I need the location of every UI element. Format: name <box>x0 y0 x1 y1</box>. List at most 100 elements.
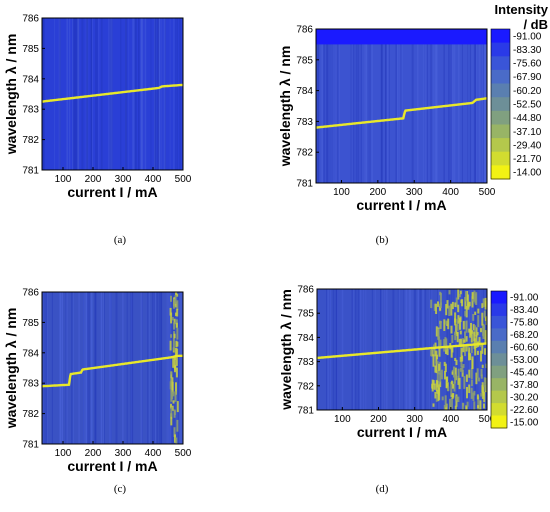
heatmap-stripe <box>173 18 175 170</box>
heatmap-stripe <box>90 18 93 170</box>
colorbar-tick-label: -45.40 <box>510 368 539 379</box>
y-tick-label: 784 <box>296 86 313 97</box>
colorbar-swatch <box>491 378 507 392</box>
noise-speck <box>447 318 450 330</box>
noise-speck <box>447 386 450 392</box>
heatmap-stripe <box>384 289 385 410</box>
heatmap-stripe <box>140 18 143 170</box>
noise-speck <box>439 302 442 308</box>
noise-speck <box>464 345 466 357</box>
heatmap-stripe <box>134 18 136 170</box>
heatmap-stripe <box>141 292 143 444</box>
heatmap-stripe <box>329 29 331 183</box>
y-tick-label: 784 <box>22 348 39 359</box>
heatmap-stripe <box>467 29 469 183</box>
heatmap-stripe <box>433 29 435 183</box>
noise-speck <box>475 335 478 348</box>
heatmap-stripe <box>42 18 44 170</box>
noise-speck <box>176 341 179 347</box>
heatmap-stripe <box>484 29 486 183</box>
heatmap-stripe <box>359 289 362 410</box>
y-tick-label: 783 <box>22 105 39 116</box>
heatmap-stripe <box>380 289 382 410</box>
heatmap-stripe <box>135 18 137 170</box>
heatmap-stripe <box>132 18 134 170</box>
colorbar-swatch <box>491 390 507 404</box>
y-tick-label: 781 <box>22 166 39 177</box>
panel-caption: (c) <box>114 483 127 495</box>
heatmap-stripe <box>72 18 74 170</box>
heatmap-top-band <box>316 29 487 45</box>
noise-speck <box>169 340 172 351</box>
noise-speck <box>484 297 487 310</box>
heatmap-stripe <box>397 289 399 410</box>
noise-speck <box>463 376 466 389</box>
noise-speck <box>454 318 457 323</box>
heatmap-stripe <box>357 29 360 183</box>
y-tick-label: 786 <box>296 25 313 36</box>
noise-speck <box>444 395 447 408</box>
noise-speck <box>171 405 174 411</box>
noise-speck <box>439 372 442 383</box>
noise-speck <box>448 305 451 316</box>
plot-frame <box>41 17 184 171</box>
noise-speck <box>175 367 178 378</box>
y-tick-label: 785 <box>22 44 39 55</box>
noise-speck <box>462 403 465 407</box>
heatmap-stripe <box>140 18 142 170</box>
noise-speck <box>485 363 487 369</box>
noise-speck <box>457 396 460 402</box>
noise-speck <box>171 317 174 321</box>
noise-speck <box>170 403 172 409</box>
heatmap-stripe <box>110 292 112 444</box>
noise-speck <box>466 294 469 307</box>
heatmap-stripe <box>171 292 173 444</box>
heatmap-stripe <box>177 292 179 444</box>
y-tick-label: 785 <box>22 318 39 329</box>
heatmap-stripe <box>365 289 367 410</box>
panel-caption: (b) <box>376 234 389 246</box>
noise-speck <box>435 363 438 374</box>
heatmap-stripe <box>317 289 319 410</box>
y-tick-label: 782 <box>296 148 313 159</box>
noise-speck <box>433 344 436 356</box>
heatmap-stripe <box>474 29 476 183</box>
heatmap-stripe <box>95 18 97 170</box>
y-tick-label: 786 <box>22 288 39 299</box>
y-tick-label: 785 <box>296 55 313 66</box>
colorbar-swatch <box>491 415 507 429</box>
noise-speck <box>448 290 451 295</box>
noise-speck <box>465 305 468 318</box>
noise-speck <box>175 437 178 444</box>
heatmap-stripe <box>86 18 88 170</box>
x-axis-label: current I / mA <box>67 458 157 474</box>
heatmap-stripe <box>335 29 337 183</box>
noise-speck <box>450 397 453 409</box>
y-tick-label: 781 <box>296 179 313 190</box>
heatmap-stripe <box>385 29 387 183</box>
heatmap-stripe <box>125 18 128 170</box>
colorbar-swatch <box>491 110 510 125</box>
heatmap-stripe <box>398 29 400 183</box>
heatmap-background <box>316 29 487 183</box>
noise-speck <box>460 361 463 368</box>
heatmap-texture <box>42 292 183 444</box>
heatmap-stripe <box>354 29 356 183</box>
noise-speck <box>173 410 176 415</box>
heatmap-stripe <box>138 18 140 170</box>
y-axis-label: wavelength λ / nm <box>3 34 19 156</box>
noise-speck <box>452 383 454 389</box>
colorbar-swatch <box>491 56 510 71</box>
noise-speck <box>458 377 461 390</box>
heatmap-stripe <box>457 289 458 410</box>
heatmap-stripe <box>365 29 367 183</box>
noise-speck <box>437 301 439 307</box>
noise-speck <box>174 347 177 358</box>
noise-speck <box>173 318 176 325</box>
noise-speck <box>438 336 441 347</box>
x-tick-label: 200 <box>85 174 102 185</box>
heatmap-stripe <box>351 289 354 410</box>
noise-speck <box>435 326 438 337</box>
heatmap-stripe <box>104 292 105 444</box>
heatmap-stripe <box>161 292 163 444</box>
